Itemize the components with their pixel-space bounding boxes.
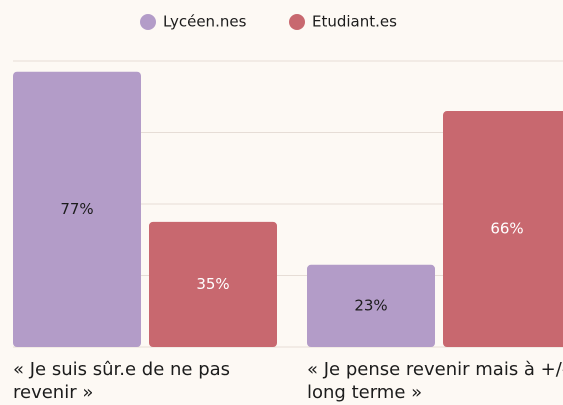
bar — [13, 71, 141, 347]
x-tick-label: « Je pense revenir mais à +/- long terme… — [307, 359, 563, 403]
bar — [149, 221, 277, 347]
legend-label: Etudiant.es — [312, 13, 397, 31]
legend-swatch — [140, 14, 156, 30]
legend-swatch — [289, 14, 305, 30]
value-label: 66% — [490, 220, 523, 238]
value-label: 23% — [354, 296, 387, 314]
bar — [443, 111, 563, 347]
value-label: 77% — [60, 200, 93, 218]
x-tick-label: « Je suis sûr.e de ne pas revenir » — [13, 359, 231, 403]
value-label: 35% — [196, 275, 229, 293]
legend-label: Lycéen.nes — [163, 13, 247, 31]
bar — [307, 264, 435, 347]
